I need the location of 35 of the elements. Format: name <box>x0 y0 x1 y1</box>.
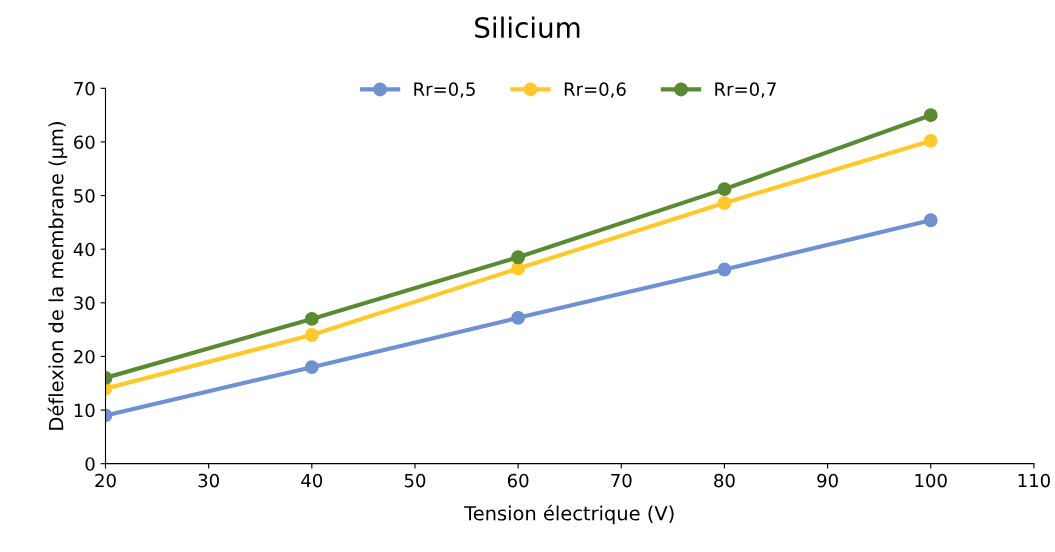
y-tick-label: 50 <box>74 189 95 203</box>
point <box>923 133 938 148</box>
point <box>717 196 732 211</box>
x-tick-label: 90 <box>817 473 838 488</box>
y-tick-label: 20 <box>74 349 95 364</box>
legend-label: Rr=0,6 <box>564 82 626 98</box>
x-axis-title: Tension électrique (V) <box>464 504 674 525</box>
y-tick-label: 10 <box>74 403 95 418</box>
chart-title: Silicium <box>475 16 580 39</box>
legend-label: Rr=0,7 <box>715 82 776 98</box>
y-tick-label: 60 <box>74 135 95 150</box>
point <box>923 108 938 123</box>
y-tick-label: 0 <box>85 457 95 471</box>
x-tick-label: 70 <box>611 473 632 488</box>
x-tick-label: 20 <box>95 473 116 488</box>
x-tick-label: 110 <box>1018 473 1050 488</box>
point <box>304 311 319 326</box>
y-tick-label: 30 <box>74 296 95 310</box>
x-tick-label: 40 <box>301 473 323 488</box>
point <box>304 360 319 375</box>
x-tick-label: 80 <box>714 473 735 488</box>
point <box>304 328 319 342</box>
point <box>511 310 526 325</box>
x-tick-label: 100 <box>915 473 947 488</box>
point <box>717 182 732 197</box>
point <box>717 262 732 277</box>
x-tick-label: 50 <box>404 473 426 488</box>
x-tick-label: 60 <box>507 473 529 488</box>
y-tick-label: 40 <box>73 242 95 257</box>
point <box>923 213 938 228</box>
legend-label: Rr=0,5 <box>414 82 475 98</box>
y-axis-title: Déflexion de la membrane (µm) <box>47 122 68 430</box>
x-tick-label: 30 <box>198 473 219 488</box>
y-tick-label: 70 <box>74 81 95 96</box>
point <box>511 250 526 265</box>
